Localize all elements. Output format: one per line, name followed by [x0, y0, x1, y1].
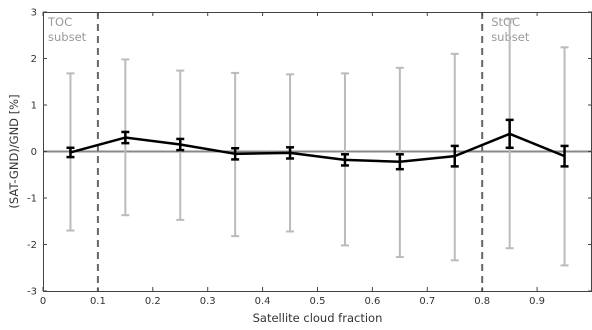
x-tick-label: 0.4 — [255, 296, 271, 307]
y-tick-label: -2 — [27, 240, 37, 251]
x-tick-label: 0.2 — [145, 296, 161, 307]
y-tick-label: 1 — [31, 101, 37, 112]
x-tick-label: 0.8 — [474, 296, 490, 307]
toc-subset-label: TOC — [47, 15, 72, 29]
y-axis-label: (SAT-GND)/GND [%] — [7, 94, 21, 208]
y-tick-label: 2 — [31, 54, 37, 65]
x-tick-label: 0.5 — [310, 296, 326, 307]
x-tick-label: 0.1 — [90, 296, 106, 307]
stoc-subset-label: StOC — [491, 15, 520, 29]
y-tick-label: -3 — [27, 287, 37, 298]
ticks-layer: 0 0.1 0.2 0.3 0.4 0.5 0.6 0.7 0.8 0.9 -3 -2 -1 0 1 2 3 — [27, 8, 592, 307]
x-tick-label: 0 — [40, 296, 46, 307]
x-tick-label: 0.7 — [419, 296, 435, 307]
series-layer — [66, 118, 569, 171]
x-axis-label: Satellite cloud fraction — [253, 311, 383, 325]
y-tick-label: 3 — [31, 8, 37, 19]
reference-lines-layer — [43, 12, 592, 291]
annotations-layer: TOCsubsetStOCsubset — [47, 15, 530, 44]
y-tick-label: -1 — [27, 194, 37, 205]
x-tick-label: 0.3 — [200, 296, 216, 307]
series-line — [70, 132, 566, 163]
toc-subset-label: subset — [48, 30, 87, 44]
spread-bars-layer — [66, 17, 569, 267]
y-tick-label: 0 — [31, 147, 37, 158]
x-tick-label: 0.6 — [364, 296, 380, 307]
x-tick-label: 0.9 — [529, 296, 545, 307]
